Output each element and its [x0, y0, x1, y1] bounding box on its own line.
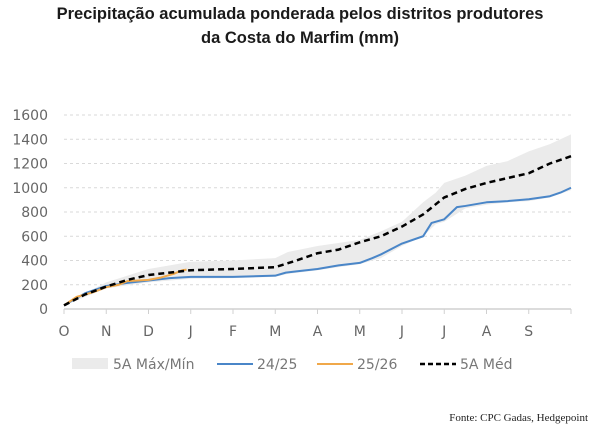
y-tick-label: 400	[21, 254, 48, 270]
y-tick-label: 800	[21, 205, 48, 221]
y-tick-label: 1400	[12, 132, 48, 148]
chart-title-line-1: Precipitação acumulada ponderada pelos d…	[56, 5, 544, 23]
x-tick-label: A	[313, 324, 323, 340]
legend: 5A Máx/Mín 24/25 25/26 5A Méd	[72, 357, 513, 373]
x-tick-label: J	[441, 324, 446, 340]
chart-title-line-2: da Costa do Marfim (mm)	[200, 29, 400, 47]
grid	[64, 114, 571, 286]
x-tick-label: M	[269, 324, 281, 340]
y-axis-labels: 0 200 400 600 800 1000 1200 1400 1600	[12, 108, 48, 318]
x-tick-label: J	[188, 324, 193, 340]
series-line-5a-m-d	[63, 155, 572, 307]
legend-swatch-band	[72, 358, 108, 369]
x-tick-label: A	[482, 324, 492, 340]
x-tick-label: J	[399, 324, 404, 340]
legend-label-band: 5A Máx/Mín	[113, 357, 194, 373]
y-tick-label: 200	[21, 278, 48, 294]
x-tick-label: M	[354, 324, 366, 340]
y-tick-label: 1000	[12, 181, 48, 197]
y-tick-label: 1200	[12, 157, 48, 173]
y-tick-label: 600	[21, 229, 48, 245]
x-tick-label: F	[229, 324, 237, 340]
series-line-25-26	[63, 268, 187, 307]
legend-label-0: 24/25	[257, 357, 297, 373]
legend-label-2: 5A Méd	[460, 357, 513, 373]
legend-label-1: 25/26	[357, 357, 397, 373]
series-line-24-25	[63, 186, 572, 307]
y-tick-label: 0	[39, 302, 48, 318]
chart-title: Precipitação acumulada ponderada pelos d…	[0, 2, 600, 50]
band-5a-max-min	[64, 134, 571, 306]
x-tick-label: O	[58, 324, 69, 340]
x-tick-label: N	[101, 324, 111, 340]
source-note: Fonte: CPC Gadas, Hedgepoint	[449, 412, 588, 424]
y-tick-label: 1600	[12, 108, 48, 124]
x-tick-label: S	[524, 324, 533, 340]
plot-area	[63, 134, 572, 307]
x-tick-label: D	[143, 324, 154, 340]
